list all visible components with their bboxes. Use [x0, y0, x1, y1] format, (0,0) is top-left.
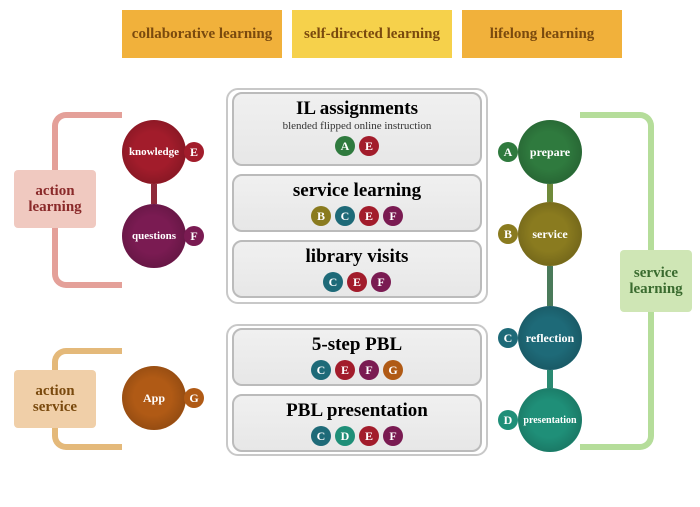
node-G: App [122, 366, 186, 430]
card-2: library visits CEF [232, 240, 482, 298]
card-title: library visits [234, 246, 480, 268]
card-1: service learning BCEF [232, 174, 482, 232]
connector [547, 184, 553, 202]
badge-E: E [347, 272, 367, 292]
badge-G: G [383, 360, 403, 380]
side-badge-C: C [498, 328, 518, 348]
action-service-box: action service [14, 370, 96, 428]
node-E: knowledge [122, 120, 186, 184]
side-badge-B: B [498, 224, 518, 244]
card-badge-row: CEFG [234, 360, 480, 380]
badge-C: C [311, 426, 331, 446]
badge-F: F [359, 360, 379, 380]
badge-C: C [311, 360, 331, 380]
card-0: IL assignmentsblended flipped online ins… [232, 92, 482, 166]
badge-E: E [359, 136, 379, 156]
connector [547, 370, 553, 388]
service-learning-box: service learning [620, 250, 692, 312]
card-subtitle: blended flipped online instruction [234, 120, 480, 132]
card-badge-row: BCEF [234, 206, 480, 226]
card-title: IL assignments [234, 98, 480, 120]
action-learning-box: action learning [14, 170, 96, 228]
card-4: PBL presentation CDEF [232, 394, 482, 452]
side-badge-A: A [498, 142, 518, 162]
badge-E: E [335, 360, 355, 380]
card-3: 5-step PBL CEFG [232, 328, 482, 386]
side-badge-G: G [184, 388, 204, 408]
node-C: reflection [518, 306, 582, 370]
node-A: prepare [518, 120, 582, 184]
side-badge-E: E [184, 142, 204, 162]
node-D: presentation [518, 388, 582, 452]
header-box-1: self-directed learning [292, 10, 452, 58]
badge-F: F [371, 272, 391, 292]
node-B: service [518, 202, 582, 266]
badge-C: C [335, 206, 355, 226]
header-box-2: lifelong learning [462, 10, 622, 58]
side-badge-D: D [498, 410, 518, 430]
card-badge-row: CEF [234, 272, 480, 292]
badge-B: B [311, 206, 331, 226]
badge-A: A [335, 136, 355, 156]
badge-E: E [359, 206, 379, 226]
card-badge-row: CDEF [234, 426, 480, 446]
card-title: PBL presentation [234, 400, 480, 422]
badge-E: E [359, 426, 379, 446]
header-row: collaborative learningself-directed lear… [0, 10, 700, 62]
card-badge-row: AE [234, 136, 480, 156]
badge-D: D [335, 426, 355, 446]
card-title: service learning [234, 180, 480, 202]
header-box-0: collaborative learning [122, 10, 282, 58]
connector [151, 184, 157, 204]
badge-F: F [383, 426, 403, 446]
badge-C: C [323, 272, 343, 292]
card-title: 5-step PBL [234, 334, 480, 356]
side-badge-F: F [184, 226, 204, 246]
node-F: questions [122, 204, 186, 268]
badge-F: F [383, 206, 403, 226]
connector [547, 266, 553, 306]
